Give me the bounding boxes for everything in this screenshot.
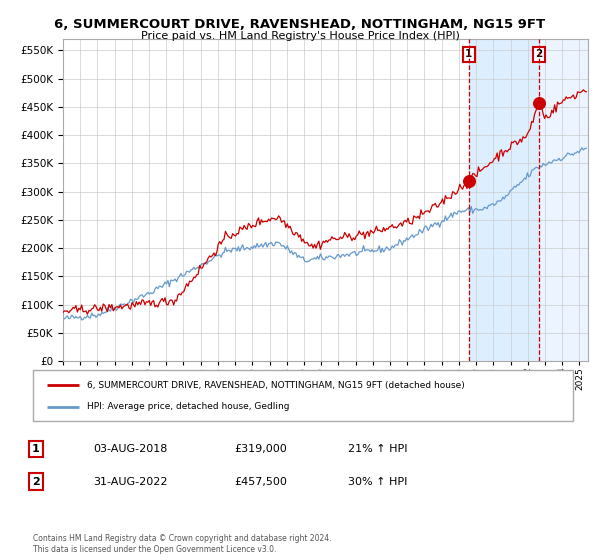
Bar [539, 39, 588, 361]
Point [464, 176, 473, 185]
Text: 6, SUMMERCOURT DRIVE, RAVENSHEAD, NOTTINGHAM, NG15 9FT (detached house): 6, SUMMERCOURT DRIVE, RAVENSHEAD, NOTTIN… [87, 381, 465, 390]
Text: 21% ↑ HPI: 21% ↑ HPI [348, 444, 407, 454]
Text: 30% ↑ HPI: 30% ↑ HPI [348, 477, 407, 487]
Text: Price paid vs. HM Land Registry's House Price Index (HPI): Price paid vs. HM Land Registry's House … [140, 31, 460, 41]
Text: Contains HM Land Registry data © Crown copyright and database right 2024.
This d: Contains HM Land Registry data © Crown c… [33, 534, 331, 554]
Text: 6, SUMMERCOURT DRIVE, RAVENSHEAD, NOTTINGHAM, NG15 9FT: 6, SUMMERCOURT DRIVE, RAVENSHEAD, NOTTIN… [55, 18, 545, 31]
Point [535, 98, 544, 107]
Text: 2: 2 [32, 477, 40, 487]
Text: £319,000: £319,000 [234, 444, 287, 454]
Text: 1: 1 [465, 49, 473, 59]
Text: 2: 2 [535, 49, 543, 59]
Text: 03-AUG-2018: 03-AUG-2018 [93, 444, 167, 454]
FancyBboxPatch shape [33, 370, 573, 421]
Text: HPI: Average price, detached house, Gedling: HPI: Average price, detached house, Gedl… [87, 402, 290, 411]
Text: 1: 1 [32, 444, 40, 454]
Text: 31-AUG-2022: 31-AUG-2022 [93, 477, 167, 487]
Bar [469, 39, 539, 361]
Text: £457,500: £457,500 [234, 477, 287, 487]
